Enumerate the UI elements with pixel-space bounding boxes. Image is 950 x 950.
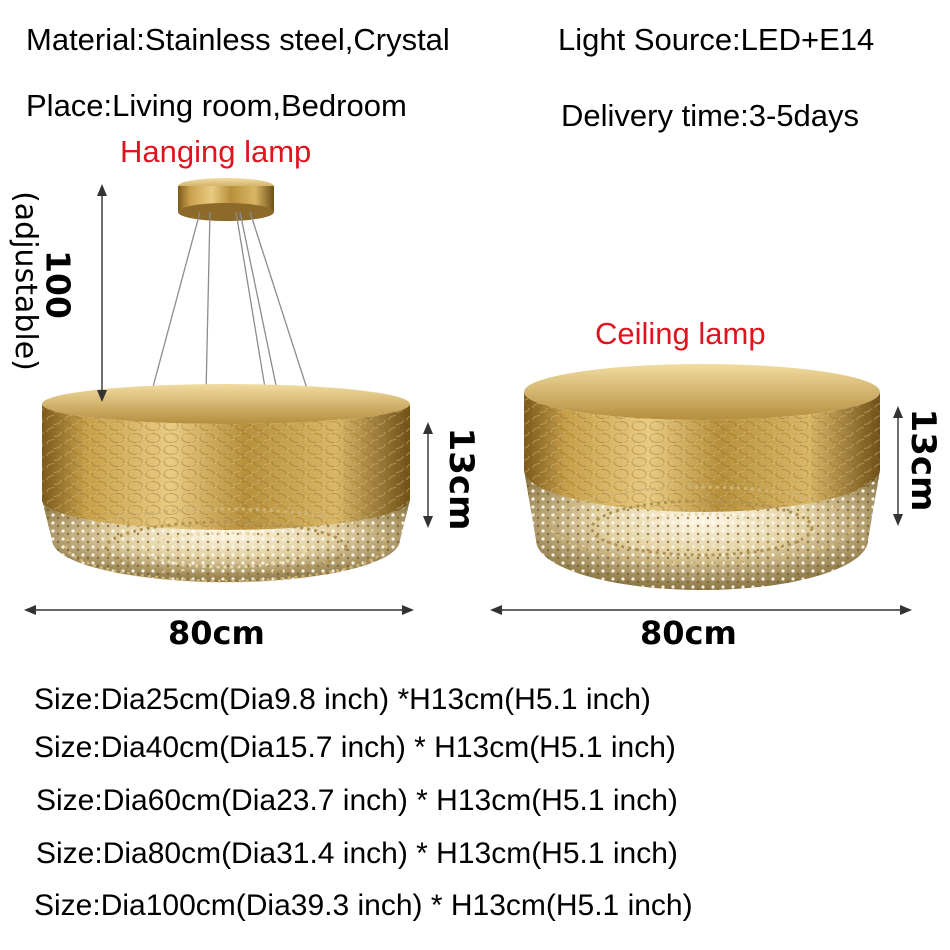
place-spec: Place:Living room,Bedroom bbox=[26, 88, 407, 123]
hanging-diameter-label: 80cm bbox=[168, 614, 265, 652]
adjustable-label: (adjustable) bbox=[8, 191, 43, 371]
ceiling-diameter-label: 80cm bbox=[640, 614, 737, 652]
ceiling-lamp bbox=[524, 364, 880, 590]
size-line-3: Size:Dia60cm(Dia23.7 inch) * H13cm(H5.1 … bbox=[36, 784, 678, 817]
size-line-4: Size:Dia80cm(Dia31.4 inch) * H13cm(H5.1 … bbox=[36, 837, 678, 870]
material-spec: Material:Stainless steel,Crystal bbox=[26, 22, 450, 57]
light-source-spec: Light Source:LED+E14 bbox=[558, 22, 875, 57]
ceiling-lamp-label: Ceiling lamp bbox=[595, 316, 766, 351]
hanging-lamp-height-label: 13cm bbox=[441, 427, 481, 531]
hanging-height-label: 100 bbox=[38, 250, 78, 319]
dimension-arrows bbox=[24, 184, 912, 615]
size-line-1: Size:Dia25cm(Dia9.8 inch) *H13cm(H5.1 in… bbox=[34, 683, 651, 716]
ceiling-lamp-height-label: 13cm bbox=[903, 408, 943, 512]
hanging-lamp bbox=[42, 178, 410, 583]
size-line-5: Size:Dia100cm(Dia39.3 inch) * H13cm(H5.1… bbox=[34, 889, 693, 922]
delivery-spec: Delivery time:3-5days bbox=[561, 98, 860, 133]
hanging-lamp-label: Hanging lamp bbox=[120, 134, 312, 169]
size-line-2: Size:Dia40cm(Dia15.7 inch) * H13cm(H5.1 … bbox=[34, 731, 676, 764]
